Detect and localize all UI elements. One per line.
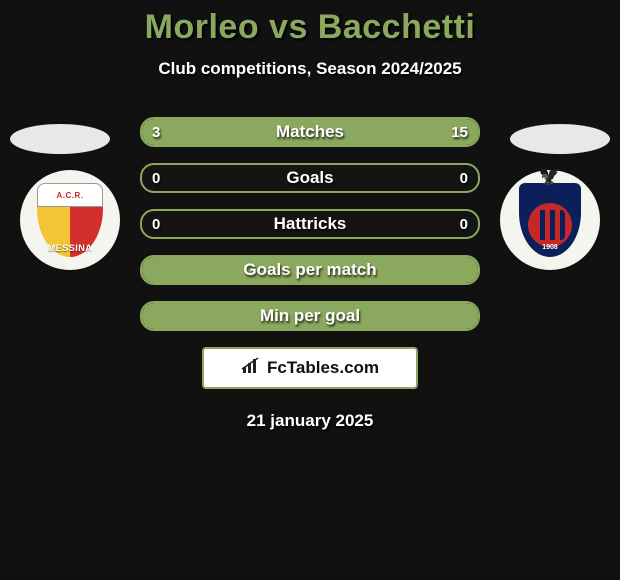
stat-left-value: 0 xyxy=(152,216,160,233)
stat-right-value: 0 xyxy=(460,170,468,187)
stat-fill-left xyxy=(142,119,198,145)
stat-label: Goals xyxy=(286,168,333,188)
date-label: 21 january 2025 xyxy=(0,411,620,431)
stat-label: Hattricks xyxy=(274,214,347,234)
stat-right-value: 0 xyxy=(460,216,468,233)
stats-area: 3 15 Matches 0 0 Goals 0 0 Hattricks Goals per ma… xyxy=(0,117,620,331)
stat-row: 3 15 Matches xyxy=(140,117,480,147)
subtitle: Club competitions, Season 2024/2025 xyxy=(0,59,620,79)
stat-left-value: 0 xyxy=(152,170,160,187)
stat-label: Min per goal xyxy=(260,306,360,326)
stat-label: Goals per match xyxy=(243,260,376,280)
stat-right-value: 15 xyxy=(451,124,468,141)
stat-row: 0 0 Hattricks xyxy=(140,209,480,239)
stat-label: Matches xyxy=(276,122,344,142)
stat-row: 0 0 Goals xyxy=(140,163,480,193)
attribution-text: FcTables.com xyxy=(267,358,379,378)
page-title: Morleo vs Bacchetti xyxy=(0,8,620,47)
chart-icon xyxy=(241,357,263,380)
stat-row: Goals per match xyxy=(140,255,480,285)
stat-row: Min per goal xyxy=(140,301,480,331)
attribution-badge[interactable]: FcTables.com xyxy=(202,347,418,389)
stat-left-value: 3 xyxy=(152,124,160,141)
comparison-card: Morleo vs Bacchetti Club competitions, S… xyxy=(0,0,620,431)
